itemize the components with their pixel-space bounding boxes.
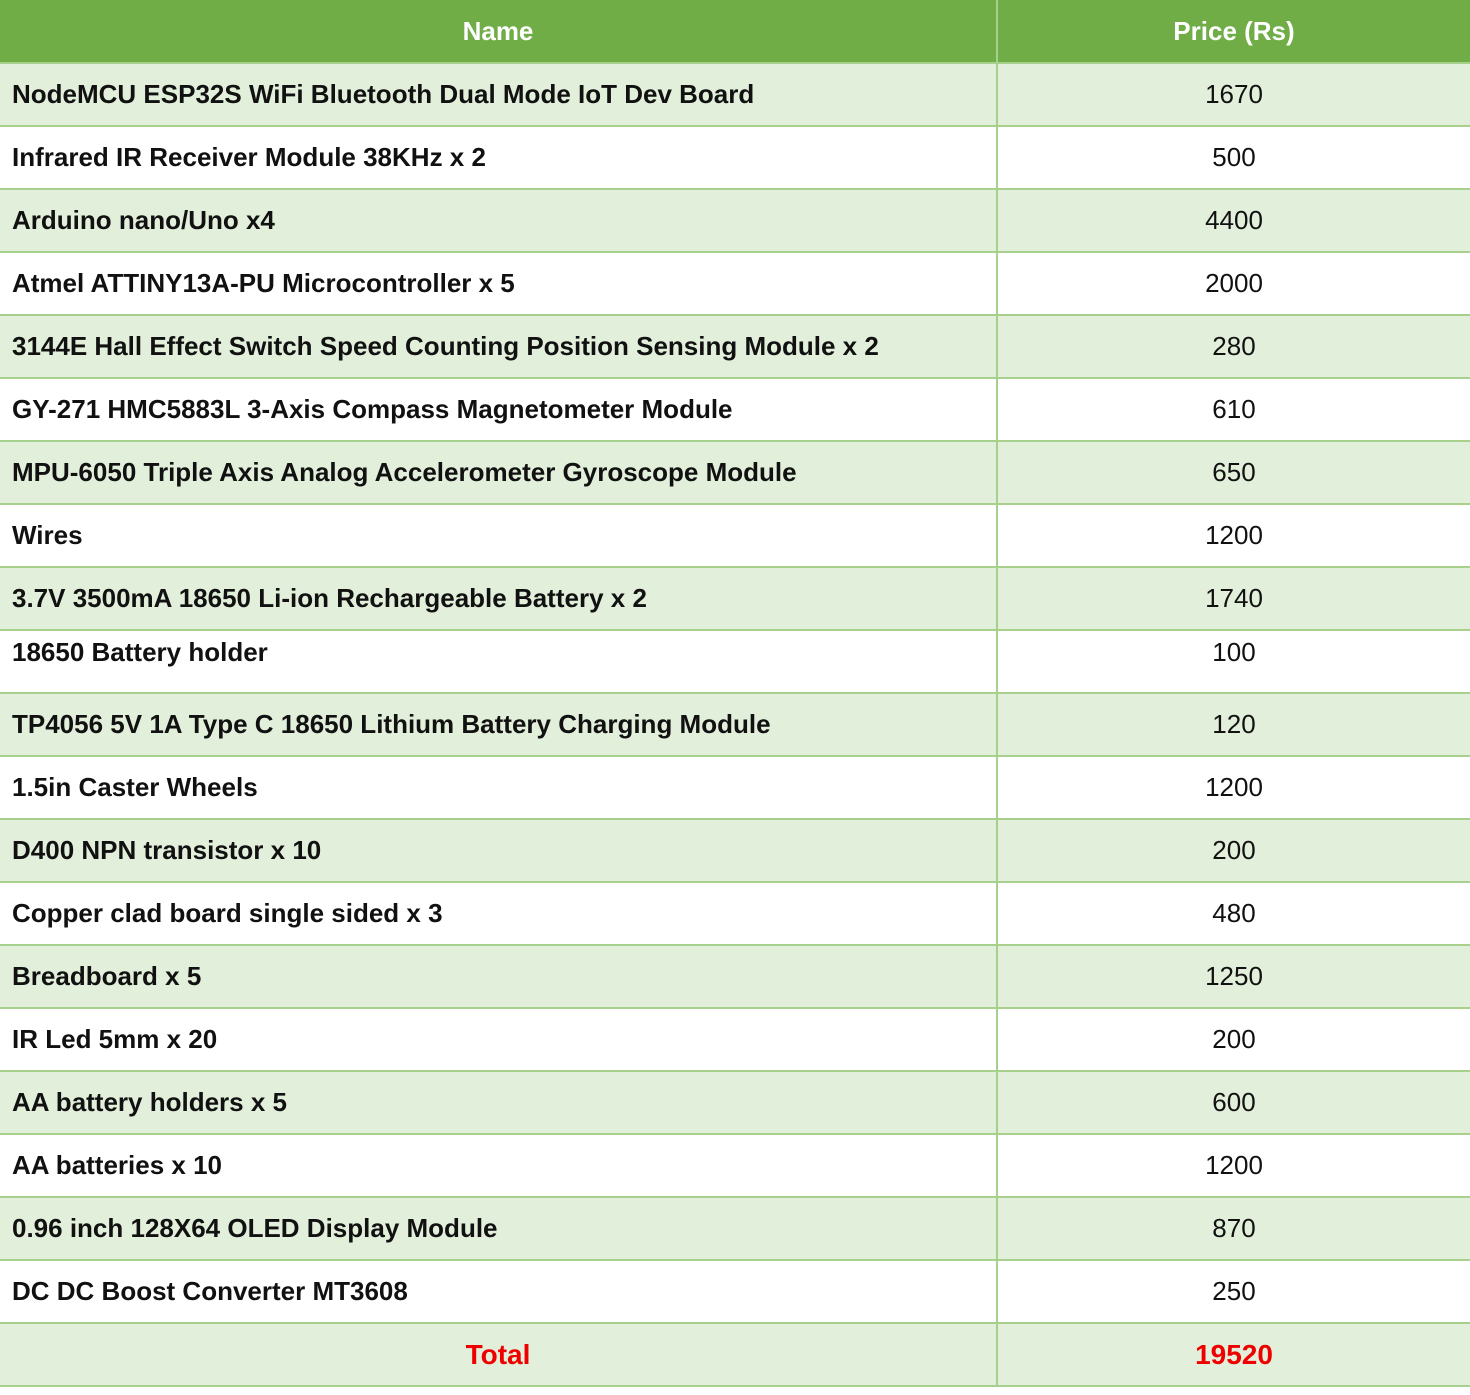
item-price: 650	[997, 441, 1470, 505]
item-price: 200	[997, 819, 1470, 883]
item-name: Copper clad board single sided x 3	[0, 882, 998, 946]
table-row: Arduino nano/Uno x4 4400	[0, 189, 1470, 253]
item-price: 1250	[997, 945, 1470, 1009]
table-row: 3144E Hall Effect Switch Speed Counting …	[0, 315, 1470, 379]
table-row: TP4056 5V 1A Type C 18650 Lithium Batter…	[0, 693, 1470, 757]
item-price: 1200	[997, 1134, 1470, 1198]
item-price: 480	[997, 882, 1470, 946]
item-name: Infrared IR Receiver Module 38KHz x 2	[0, 126, 998, 190]
item-name: Atmel ATTINY13A-PU Microcontroller x 5	[0, 252, 998, 316]
item-price: 870	[997, 1197, 1470, 1261]
item-name: IR Led 5mm x 20	[0, 1008, 998, 1072]
table-row: GY-271 HMC5883L 3-Axis Compass Magnetome…	[0, 378, 1470, 442]
item-name: Breadboard x 5	[0, 945, 998, 1009]
item-price: 100	[997, 630, 1470, 694]
item-price: 280	[997, 315, 1470, 379]
item-price: 250	[997, 1260, 1470, 1324]
table-row: 18650 Battery holder 100	[0, 630, 1470, 694]
table-row: Atmel ATTINY13A-PU Microcontroller x 5 2…	[0, 252, 1470, 316]
item-price: 1740	[997, 567, 1470, 631]
table-row: Breadboard x 5 1250	[0, 945, 1470, 1009]
item-name: TP4056 5V 1A Type C 18650 Lithium Batter…	[0, 693, 998, 757]
item-price: 610	[997, 378, 1470, 442]
item-name: AA batteries x 10	[0, 1134, 998, 1198]
item-name: 18650 Battery holder	[0, 630, 998, 694]
table-row: MPU-6050 Triple Axis Analog Acceleromete…	[0, 441, 1470, 505]
item-name: 3144E Hall Effect Switch Speed Counting …	[0, 315, 998, 379]
table-row: Infrared IR Receiver Module 38KHz x 2 50…	[0, 126, 1470, 190]
item-name: AA battery holders x 5	[0, 1071, 998, 1135]
table-row: DC DC Boost Converter MT3608 250	[0, 1260, 1470, 1324]
item-price: 1200	[997, 756, 1470, 820]
table-row: 1.5in Caster Wheels 1200	[0, 756, 1470, 820]
item-price: 200	[997, 1008, 1470, 1072]
table-row: 3.7V 3500mA 18650 Li-ion Rechargeable Ba…	[0, 567, 1470, 631]
item-price: 120	[997, 693, 1470, 757]
item-price: 500	[997, 126, 1470, 190]
name-column-header: Name	[0, 0, 998, 64]
table-row: Wires 1200	[0, 504, 1470, 568]
table-row: D400 NPN transistor x 10 200	[0, 819, 1470, 883]
total-label: Total	[0, 1323, 998, 1387]
item-price: 4400	[997, 189, 1470, 253]
table-row: AA batteries x 10 1200	[0, 1134, 1470, 1198]
table-row: IR Led 5mm x 20 200	[0, 1008, 1470, 1072]
price-column-header: Price (Rs)	[997, 0, 1470, 64]
item-price: 600	[997, 1071, 1470, 1135]
item-name: D400 NPN transistor x 10	[0, 819, 998, 883]
table-row: AA battery holders x 5 600	[0, 1071, 1470, 1135]
table-row: Copper clad board single sided x 3 480	[0, 882, 1470, 946]
item-name: Wires	[0, 504, 998, 568]
item-name: Arduino nano/Uno x4	[0, 189, 998, 253]
header-row: Name Price (Rs)	[0, 0, 1470, 64]
item-name: 3.7V 3500mA 18650 Li-ion Rechargeable Ba…	[0, 567, 998, 631]
total-value: 19520	[997, 1323, 1470, 1387]
item-name: DC DC Boost Converter MT3608	[0, 1260, 998, 1324]
table-row: 0.96 inch 128X64 OLED Display Module 870	[0, 1197, 1470, 1261]
total-row: Total 19520	[0, 1323, 1470, 1387]
item-price: 2000	[997, 252, 1470, 316]
item-name: 1.5in Caster Wheels	[0, 756, 998, 820]
table-row: NodeMCU ESP32S WiFi Bluetooth Dual Mode …	[0, 63, 1470, 127]
item-name: NodeMCU ESP32S WiFi Bluetooth Dual Mode …	[0, 63, 998, 127]
item-name: MPU-6050 Triple Axis Analog Acceleromete…	[0, 441, 998, 505]
item-name: 0.96 inch 128X64 OLED Display Module	[0, 1197, 998, 1261]
item-price: 1670	[997, 63, 1470, 127]
item-price: 1200	[997, 504, 1470, 568]
item-name: GY-271 HMC5883L 3-Axis Compass Magnetome…	[0, 378, 998, 442]
